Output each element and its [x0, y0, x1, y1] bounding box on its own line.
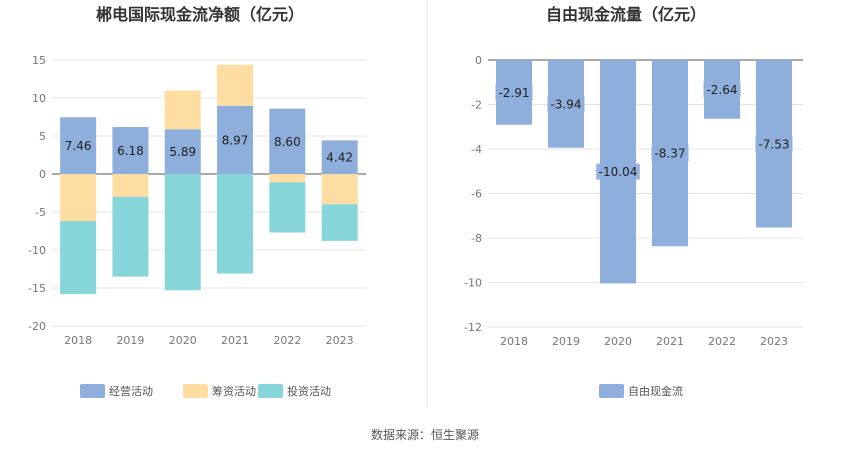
data-label: -2.64: [706, 83, 737, 97]
bar-投资活动-2023: [321, 204, 358, 241]
y-tick-label: -20: [28, 320, 46, 333]
x-tick-label: 2020: [169, 334, 197, 347]
y-tick-label: -4: [471, 143, 482, 156]
legend-label: 经营活动: [109, 384, 153, 398]
y-tick-label: -6: [471, 188, 482, 201]
bar-投资活动-2022: [269, 182, 306, 233]
legend-label: 自由现金流: [628, 384, 683, 398]
data-label-bg: [324, 149, 355, 166]
data-label: 6.18: [117, 144, 144, 158]
data-label-bg: [651, 145, 689, 162]
data-label: -3.94: [550, 97, 581, 111]
legend-swatch: [80, 384, 105, 398]
bar-筹资活动-2019: [112, 174, 149, 197]
chart-title: 自由现金流量（亿元）: [546, 5, 706, 24]
data-label: -8.37: [654, 147, 685, 161]
x-tick-label: 2019: [552, 335, 580, 348]
source-note: 数据来源：恒生聚源: [370, 428, 479, 442]
bar-筹资活动-2022: [269, 174, 306, 183]
chart-1: 郴电国际现金流净额（亿元） 15 10 5 0 -5 -10 -15 -20 7.46 2018 6.…: [28, 5, 366, 398]
y-tick-label: -10: [28, 244, 46, 257]
bar-投资活动-2019: [112, 196, 149, 277]
data-label-bg: [703, 81, 741, 98]
y-tick-label: -15: [28, 282, 46, 295]
data-label: -7.53: [758, 137, 789, 151]
bar-筹资活动-2021: [217, 64, 254, 106]
y-tick-label: -12: [464, 321, 482, 334]
x-tick-label: 2023: [760, 335, 788, 348]
data-label-bg: [272, 133, 303, 150]
legend-swatch: [258, 384, 283, 398]
x-tick-label: 2022: [708, 335, 736, 348]
x-tick-label: 2023: [326, 334, 354, 347]
y-tick-label: 10: [32, 92, 46, 105]
data-label-bg: [596, 163, 640, 180]
data-label: 4.42: [326, 151, 353, 165]
data-label: -2.91: [498, 86, 529, 100]
y-tick-label: 15: [32, 54, 46, 67]
x-tick-label: 2019: [116, 334, 144, 347]
x-tick-label: 2022: [273, 334, 301, 347]
bar-投资活动-2018: [60, 221, 97, 295]
bar-筹资活动-2020: [164, 90, 201, 130]
data-label: -10.04: [599, 165, 638, 179]
y-tick-label: 0: [39, 168, 46, 181]
x-tick-label: 2018: [64, 334, 92, 347]
panel-divider: [427, 0, 428, 408]
data-label-bg: [115, 142, 146, 159]
bar-投资活动-2021: [217, 174, 254, 274]
y-tick-label: 0: [475, 54, 482, 67]
chart-2: 自由现金流量（亿元） 0 -2 -4 -6 -8 -10 -12 -2.91 2018 -3.94 2…: [464, 5, 803, 398]
data-label-bg: [755, 135, 793, 152]
x-tick-label: 2018: [500, 335, 528, 348]
bar-投资活动-2020: [164, 174, 201, 291]
y-tick-label: -8: [471, 232, 482, 245]
x-tick-label: 2020: [604, 335, 632, 348]
bar-筹资活动-2018: [60, 174, 97, 222]
y-tick-label: -2: [471, 99, 482, 112]
legend-label: 筹资活动: [212, 384, 256, 398]
data-label: 8.60: [274, 135, 301, 149]
data-label: 8.97: [222, 133, 249, 147]
y-tick-label: -10: [464, 277, 482, 290]
x-tick-label: 2021: [656, 335, 684, 348]
data-label-bg: [167, 143, 198, 160]
data-label-bg: [219, 131, 251, 148]
data-label: 7.46: [65, 139, 92, 153]
y-tick-label: -5: [35, 206, 46, 219]
y-tick-label: 5: [39, 130, 46, 143]
data-label-bg: [495, 84, 533, 101]
legend-swatch: [183, 384, 208, 398]
legend-swatch: [599, 384, 624, 398]
data-label: 5.89: [169, 145, 196, 159]
data-label-bg: [62, 137, 94, 154]
bar-筹资活动-2023: [321, 174, 358, 205]
legend-label: 投资活动: [287, 384, 331, 398]
x-tick-label: 2021: [221, 334, 249, 347]
chart-title: 郴电国际现金流净额（亿元）: [96, 5, 304, 24]
data-label-bg: [547, 95, 585, 112]
